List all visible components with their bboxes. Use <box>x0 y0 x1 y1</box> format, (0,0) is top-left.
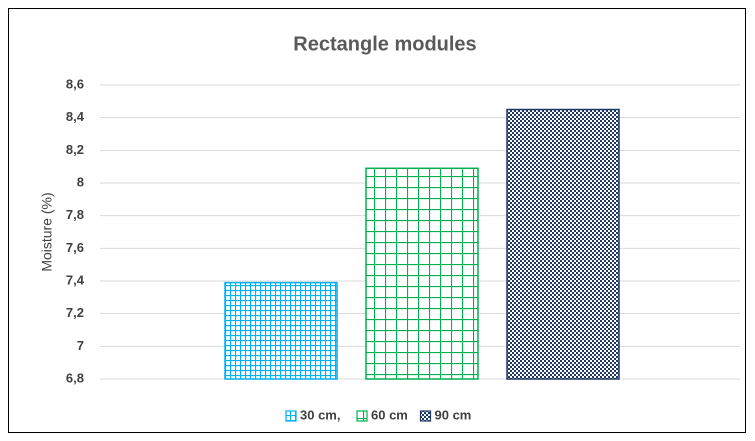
y-tick-label: 7,4 <box>66 272 85 287</box>
y-tick-label: 8,6 <box>66 76 84 91</box>
y-tick-label: 7 <box>77 338 84 353</box>
chart-title: Rectangle modules <box>293 33 476 55</box>
y-tick-label: 8 <box>77 174 84 189</box>
y-tick-label: 7,8 <box>66 207 84 222</box>
legend-swatch <box>419 410 432 422</box>
legend-label: 60 cm <box>371 407 408 422</box>
legend-label: 90 cm <box>435 407 472 422</box>
y-tick-label: 7,6 <box>66 240 84 255</box>
y-tick-label: 7,2 <box>66 305 84 320</box>
y-tick-label: 6,8 <box>66 370 84 385</box>
legend-swatch <box>356 410 368 422</box>
bar <box>506 108 620 380</box>
bar <box>365 167 479 380</box>
y-axis-label: Moisture (%) <box>39 192 55 271</box>
y-tick-label: 8,2 <box>66 142 84 157</box>
legend-label: 30 cm, <box>300 407 340 422</box>
bar <box>224 281 338 380</box>
y-tick-label: 8,4 <box>66 109 85 124</box>
legend-swatch <box>285 410 297 422</box>
